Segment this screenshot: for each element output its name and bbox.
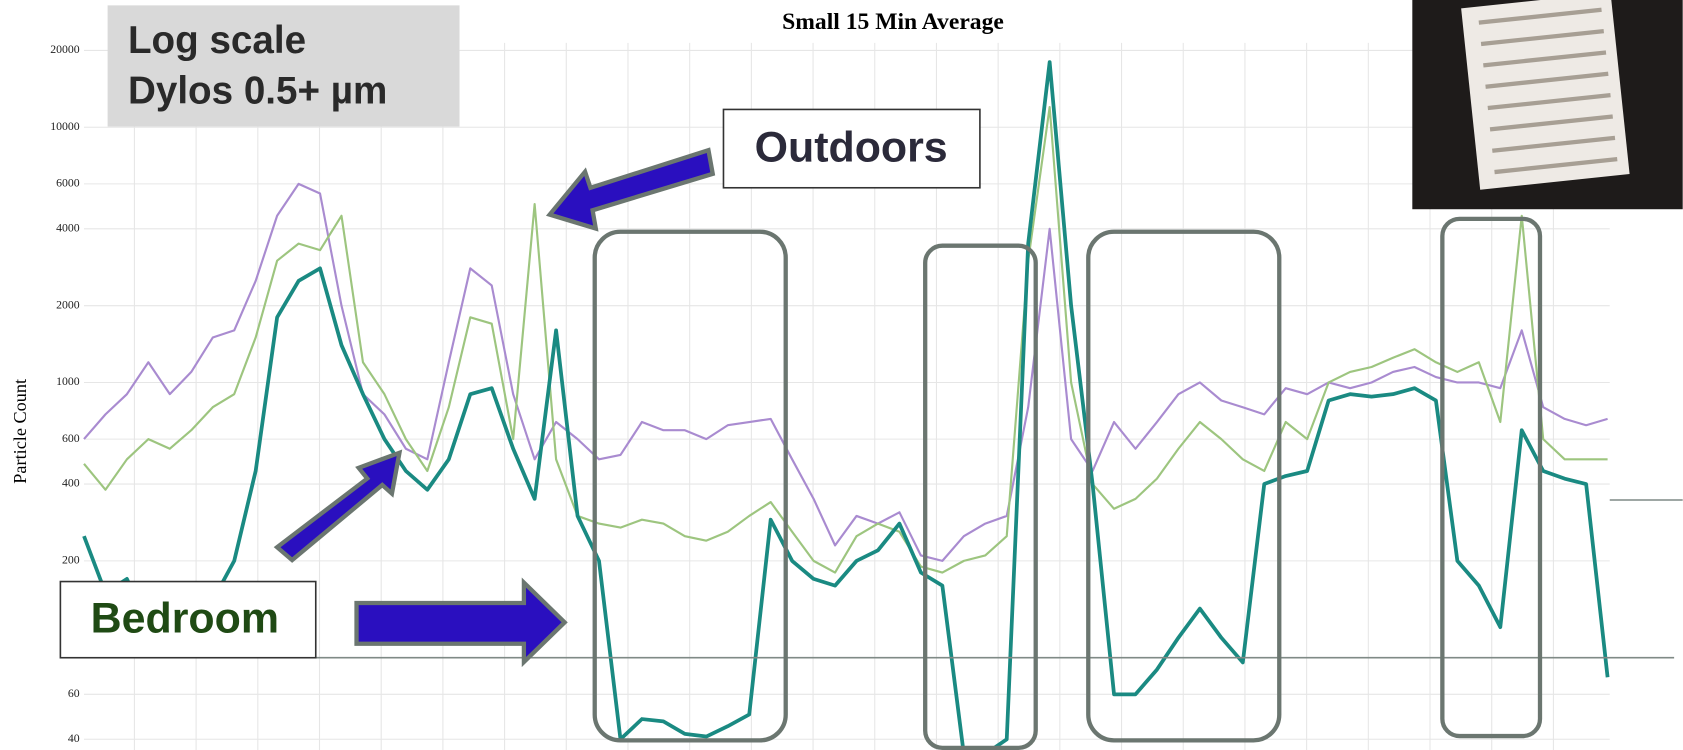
y-tick-label: 600	[62, 431, 80, 445]
annotation: Outdoors	[755, 124, 948, 172]
chart-title: Small 15 Min Average	[782, 9, 1004, 35]
annotation: Log scale	[128, 19, 306, 62]
lines	[82, 60, 1610, 750]
y-tick-label: 10000	[50, 119, 80, 133]
filter-photo	[1412, 0, 1683, 210]
annotation-box	[107, 5, 460, 127]
data-line	[82, 60, 1610, 750]
y-tick-label: 200	[62, 553, 80, 567]
annotation: Dylos 0.5+ µm	[128, 70, 387, 113]
annotation-box	[59, 580, 317, 659]
highlight-boxes	[592, 216, 1543, 750]
y-tick-label: 6000	[56, 176, 80, 190]
y-tick-label: 20000	[50, 42, 80, 56]
data-line	[83, 182, 1608, 562]
y-tick-label: 400	[62, 476, 80, 490]
y-tick-label: 1000	[56, 374, 80, 388]
y-tick-label: 2000	[56, 297, 80, 311]
annotation-box	[722, 108, 981, 189]
y-tick-label: 40	[68, 731, 80, 745]
y-tick-label: 4000	[56, 221, 80, 235]
arrows	[273, 147, 716, 668]
y-axis-label: Particle Count	[10, 379, 30, 484]
annotation: Bedroom	[91, 595, 279, 643]
data-line	[83, 105, 1608, 574]
y-tick-label: 60	[68, 686, 80, 700]
